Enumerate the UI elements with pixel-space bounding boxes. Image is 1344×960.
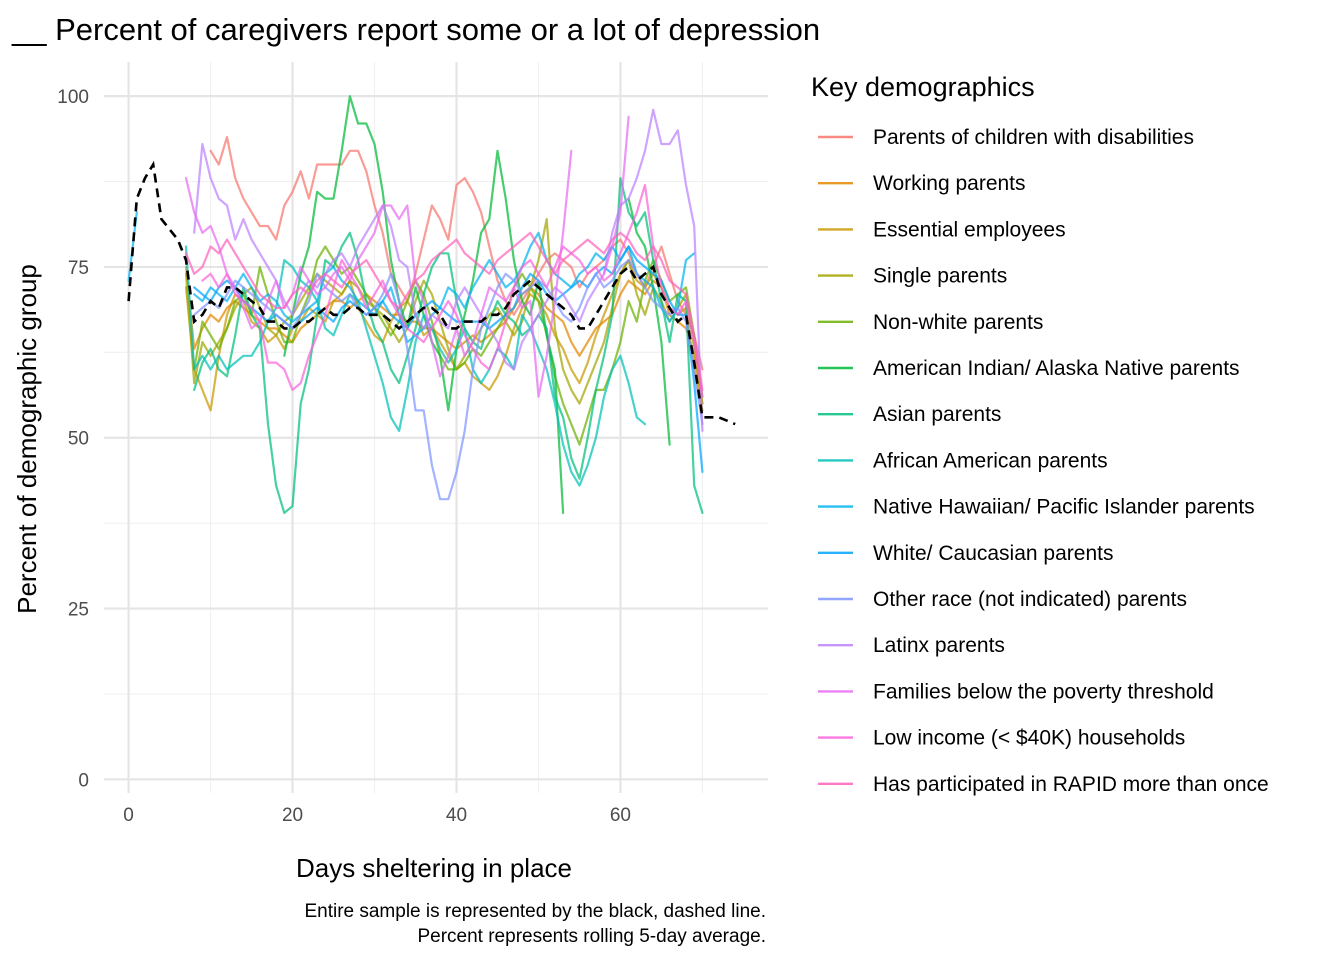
y-tick-label: 50: [68, 429, 89, 450]
legend: Parents of children with disabilities Wor…: [818, 126, 1269, 796]
legend-label: Asian parents: [873, 403, 1001, 426]
y-axis-ticks: 0 25 50 75 100: [57, 87, 89, 791]
legend-label: White/ Caucasian parents: [873, 542, 1113, 565]
series-line: [193, 245, 704, 446]
series-line: [201, 183, 704, 398]
legend-label: Native Hawaiian/ Pacific Islander parent…: [873, 496, 1255, 519]
y-tick-label: 75: [68, 258, 89, 279]
series-line: [184, 259, 704, 412]
legend-label: Parents of children with disabilities: [873, 126, 1194, 149]
grid: [104, 62, 768, 793]
caption-line-2: Percent represents rolling 5-day average…: [417, 926, 766, 947]
series-lines: [127, 95, 736, 514]
legend-label: Essential employees: [873, 218, 1066, 241]
legend-label: Non-white parents: [873, 311, 1043, 334]
legend-label: African American parents: [873, 449, 1108, 472]
legend-label: Working parents: [873, 172, 1026, 195]
y-tick-label: 0: [78, 770, 89, 791]
x-tick-label: 60: [610, 805, 631, 826]
chart-title: __ Percent of caregivers report some or …: [11, 12, 820, 47]
overall-sample-line: [127, 160, 736, 426]
series-line: [184, 231, 704, 391]
x-tick-label: 0: [123, 805, 134, 826]
x-tick-label: 40: [446, 805, 467, 826]
series-line: [184, 115, 630, 398]
series-line: [209, 136, 704, 371]
y-tick-label: 100: [57, 87, 89, 108]
x-tick-label: 20: [282, 805, 303, 826]
legend-label: Latinx parents: [873, 634, 1005, 657]
y-axis-title: Percent of demographic group: [12, 264, 42, 614]
series-line: [184, 218, 704, 405]
x-axis-title: Days sheltering in place: [296, 853, 572, 883]
legend-label: Low income (< $40K) households: [873, 727, 1185, 750]
legend-label: Families below the poverty threshold: [873, 680, 1214, 703]
legend-title: Key demographics: [811, 72, 1035, 102]
legend-label: Other race (not indicated) parents: [873, 588, 1187, 611]
legend-label: American Indian/ Alaska Native parents: [873, 357, 1240, 380]
caption-line-1: Entire sample is represented by the blac…: [304, 901, 766, 922]
series-line: [193, 259, 704, 501]
y-tick-label: 25: [68, 600, 89, 621]
x-axis-ticks: 0 20 40 60: [123, 805, 631, 826]
legend-label: Has participated in RAPID more than once: [873, 773, 1269, 796]
legend-label: Single parents: [873, 265, 1007, 288]
